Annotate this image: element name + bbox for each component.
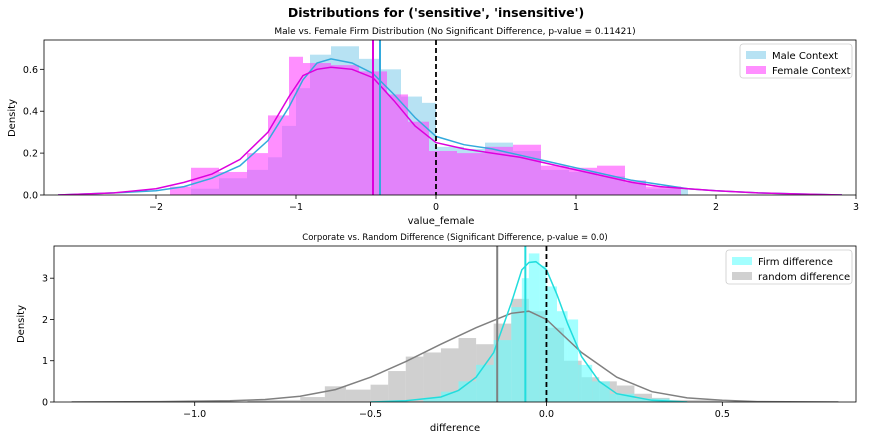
histogram-bar bbox=[440, 391, 459, 402]
axes-frame bbox=[53, 245, 857, 403]
histogram-bar bbox=[405, 356, 424, 402]
y-axis-label: Density bbox=[16, 305, 27, 343]
histogram-bar bbox=[592, 381, 610, 402]
histogram-bar bbox=[268, 115, 289, 195]
histogram-bar bbox=[388, 371, 406, 402]
histogram-bar bbox=[457, 153, 485, 195]
x-tick-label: 3 bbox=[853, 202, 859, 213]
plot-area: −2 −1 0 1 2 3 0.0 0.2 0.4 0.6 bbox=[23, 39, 859, 213]
legend-label: random difference bbox=[758, 272, 850, 283]
kde-line-2 bbox=[57, 66, 843, 195]
histogram-bar bbox=[300, 397, 325, 402]
histogram-bar bbox=[345, 389, 371, 402]
histogram-bar bbox=[541, 165, 569, 195]
y-axis-label: Density bbox=[7, 99, 18, 137]
y-tick-label: 0.2 bbox=[23, 149, 38, 160]
histogram-bar bbox=[408, 121, 429, 195]
histogram-bar bbox=[387, 94, 408, 195]
x-tick-label: 0.5 bbox=[715, 409, 730, 420]
plot-inner bbox=[57, 40, 843, 195]
histogram-bar bbox=[513, 144, 541, 195]
kde-line-1 bbox=[57, 58, 843, 195]
histogram-bar bbox=[423, 397, 441, 402]
histogram-bar bbox=[569, 167, 597, 195]
legend-swatch bbox=[746, 51, 766, 59]
histogram-bar bbox=[370, 384, 389, 402]
chart-title: Male vs. Female Firm Distribution (No Si… bbox=[274, 27, 635, 37]
x-tick-label: 2 bbox=[713, 202, 719, 213]
x-axis-label: difference bbox=[430, 423, 480, 434]
x-tick-label: −1 bbox=[289, 202, 303, 213]
histogram-bar bbox=[440, 348, 459, 402]
y-tick-label: 1 bbox=[42, 356, 48, 367]
y-tick-label: 2 bbox=[42, 315, 48, 326]
legend-frame bbox=[725, 249, 853, 285]
histogram-bar bbox=[634, 393, 652, 402]
histogram-bar bbox=[247, 153, 268, 195]
x-tick-label: 1 bbox=[573, 202, 579, 213]
x-tick-label: 0 bbox=[433, 202, 439, 213]
histogram-bar bbox=[567, 319, 579, 402]
x-axis: −2 −1 0 1 2 3 bbox=[149, 195, 859, 213]
histogram-bar bbox=[476, 364, 494, 402]
histogram-bar bbox=[557, 311, 568, 402]
y-axis: 0 1 2 3 bbox=[42, 274, 54, 409]
plot-inner bbox=[71, 246, 839, 402]
histogram-bar bbox=[511, 307, 522, 402]
plot-area: −1.0 −0.5 0.0 0.5 0 1 2 3 bbox=[42, 245, 857, 420]
histogram-bar bbox=[539, 265, 547, 402]
x-tick-label: −2 bbox=[149, 202, 163, 213]
y-tick-label: 0 bbox=[42, 398, 48, 409]
chart-title: Corporate vs. Random Difference (Signifi… bbox=[302, 233, 607, 243]
distribution-chart-top: Male vs. Female Firm Distribution (No Si… bbox=[7, 27, 859, 227]
y-tick-label: 3 bbox=[42, 274, 48, 285]
kde-line-1 bbox=[71, 310, 839, 402]
histogram-bar bbox=[669, 399, 723, 402]
legend-label: Firm difference bbox=[758, 257, 833, 268]
histogram-bar bbox=[423, 352, 441, 402]
histogram-bar bbox=[578, 364, 593, 402]
histogram-bar bbox=[247, 399, 301, 402]
x-tick-label: −1.0 bbox=[183, 409, 206, 420]
histogram-bar bbox=[303, 63, 331, 195]
legend-label: Female Context bbox=[772, 66, 851, 77]
legend: Firm difference random difference bbox=[725, 249, 853, 285]
x-axis: −1.0 −0.5 0.0 0.5 bbox=[183, 402, 730, 420]
figure-suptitle: Distributions for ('sensitive', 'insensi… bbox=[288, 5, 584, 20]
y-tick-label: 0.0 bbox=[23, 191, 38, 202]
legend-frame bbox=[739, 43, 853, 79]
x-tick-label: −0.5 bbox=[359, 409, 382, 420]
histogram-bar bbox=[546, 286, 558, 402]
y-axis: 0.0 0.2 0.4 0.6 bbox=[23, 65, 44, 202]
kde-line-2 bbox=[370, 260, 688, 402]
histogram-bar bbox=[219, 171, 247, 195]
legend: Male Context Female Context bbox=[739, 43, 853, 79]
distribution-chart-bottom: Corporate vs. Random Difference (Signifi… bbox=[16, 233, 857, 434]
y-tick-label: 0.4 bbox=[23, 107, 38, 118]
histogram-bar bbox=[609, 393, 635, 402]
histogram-bar bbox=[646, 186, 681, 195]
legend-label: Male Context bbox=[772, 51, 838, 62]
x-tick-label: 0.0 bbox=[539, 409, 554, 420]
x-axis-label: value_female bbox=[408, 216, 475, 227]
legend-swatch bbox=[732, 257, 752, 265]
histogram-bar bbox=[331, 65, 359, 195]
legend-swatch bbox=[732, 272, 752, 280]
histogram-bar bbox=[528, 253, 540, 402]
axes-frame bbox=[43, 39, 857, 196]
legend-swatch bbox=[746, 66, 766, 74]
histogram-bar bbox=[324, 386, 346, 402]
y-tick-label: 0.6 bbox=[23, 65, 38, 76]
histogram-bar bbox=[170, 186, 191, 195]
histogram-bar bbox=[429, 151, 457, 195]
